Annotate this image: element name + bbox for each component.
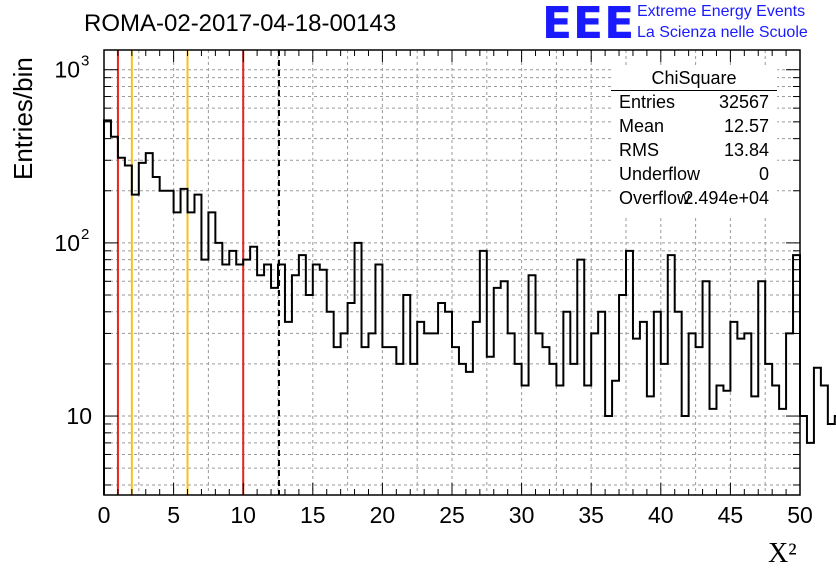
- stat-value: 12.57: [723, 116, 769, 136]
- x-tick-label: 30: [509, 502, 535, 528]
- x-tick-label: 0: [98, 502, 111, 528]
- logo-caption-line2: La Scienza nelle Scuole: [637, 24, 808, 41]
- stats-box: ChiSquare Entries 32567 Mean 12.57 RMS 1…: [611, 68, 777, 216]
- x-tick-label: 40: [648, 502, 674, 528]
- stat-row-underflow: Underflow 0: [619, 164, 769, 186]
- logo-caption-line1: Extreme Energy Events: [637, 3, 806, 20]
- x-tick-label: 25: [439, 502, 465, 528]
- x-tick-label: 50: [787, 502, 813, 528]
- histogram-series: [103, 119, 836, 495]
- y-tick-exponent: 3: [81, 53, 89, 70]
- x-tick-label: 20: [370, 502, 396, 528]
- x-axis-label: X²: [768, 538, 797, 569]
- x-tick-label: 35: [578, 502, 604, 528]
- eee-logo: EEE: [542, 0, 636, 49]
- x-tick-label: 10: [230, 502, 256, 528]
- y-axis-label: Entries/bin: [8, 57, 38, 180]
- y-tick-exponent: 2: [81, 226, 89, 243]
- x-tick-label: 5: [167, 502, 180, 528]
- stat-value: 2.494e+04: [683, 188, 769, 208]
- y-tick-label: 10: [66, 403, 92, 429]
- stat-row-overflow: Overflow 2.494e+04: [619, 188, 769, 210]
- stat-row-rms: RMS 13.84: [619, 140, 769, 162]
- stat-value: 32567: [718, 92, 769, 112]
- chart-title: ROMA-02-2017-04-18-00143: [84, 10, 397, 37]
- y-tick-label: 10: [54, 230, 80, 256]
- stat-name: RMS: [619, 140, 659, 160]
- stat-value: 13.84: [723, 140, 769, 160]
- stats-title: ChiSquare: [651, 68, 737, 88]
- stat-name: Overflow: [619, 188, 691, 208]
- stat-name: Mean: [619, 116, 665, 136]
- stats-divider: [611, 90, 777, 91]
- stat-row-entries: Entries 32567: [619, 92, 769, 114]
- stat-name: Underflow: [619, 164, 701, 184]
- stat-row-mean: Mean 12.57: [619, 116, 769, 138]
- stat-value: 0: [758, 164, 769, 184]
- x-tick-label: 45: [718, 502, 744, 528]
- y-tick-label: 10: [54, 57, 80, 83]
- x-tick-label: 15: [300, 502, 326, 528]
- stat-name: Entries: [619, 92, 676, 112]
